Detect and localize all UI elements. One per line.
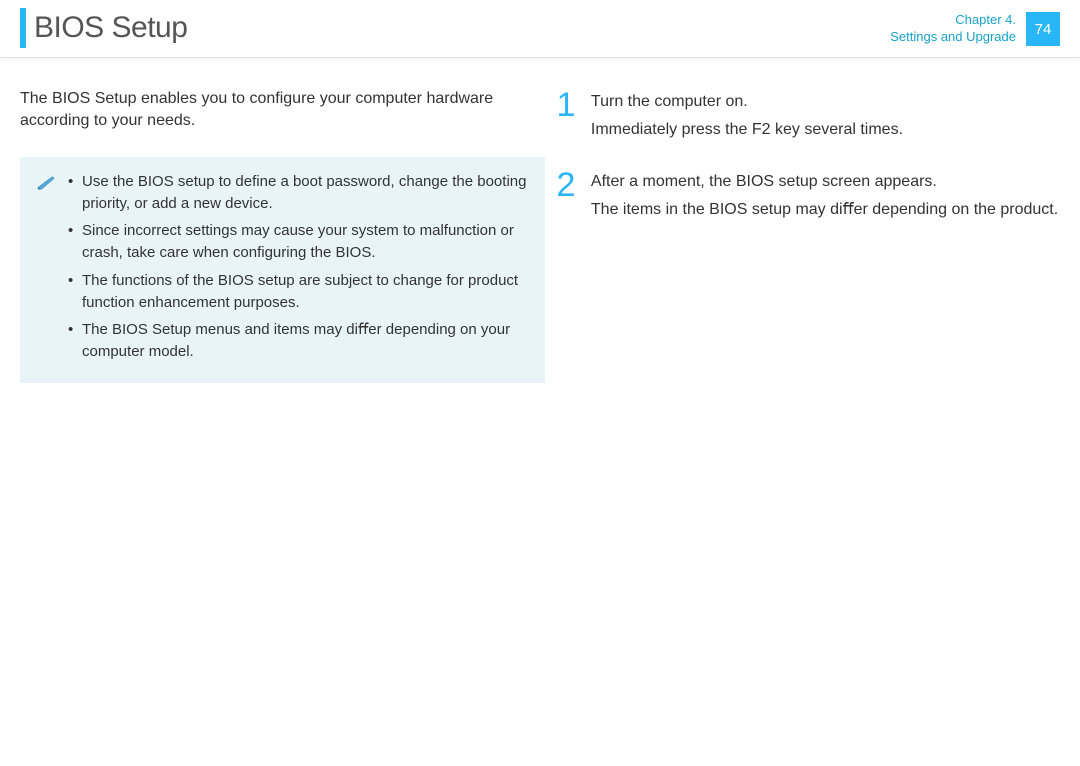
title-accent-bar <box>20 8 26 48</box>
left-column: The BIOS Setup enables you to conﬁgure y… <box>20 88 545 383</box>
right-column: 1 Turn the computer on. Immediately pres… <box>555 88 1060 383</box>
note-item: The BIOS Setup menus and items may diﬀer… <box>68 319 533 363</box>
chapter-line2: Settings and Upgrade <box>890 29 1016 46</box>
step-number: 1 <box>555 88 577 146</box>
header-right: Chapter 4. Settings and Upgrade 74 <box>890 12 1060 46</box>
chapter-info: Chapter 4. Settings and Upgrade <box>890 12 1016 46</box>
step-line: Turn the computer on. <box>591 90 903 114</box>
step-text: After a moment, the BIOS setup screen ap… <box>591 168 1058 226</box>
page-header: BIOS Setup Chapter 4. Settings and Upgra… <box>0 0 1080 58</box>
content-area: The BIOS Setup enables you to conﬁgure y… <box>0 58 1080 403</box>
intro-text: The BIOS Setup enables you to conﬁgure y… <box>20 88 545 133</box>
step-2: 2 After a moment, the BIOS setup screen … <box>555 168 1060 226</box>
step-text: Turn the computer on. Immediately press … <box>591 88 903 146</box>
title-bar: BIOS Setup <box>20 8 187 48</box>
note-box: Use the BIOS setup to deﬁne a boot passw… <box>20 157 545 383</box>
step-number: 2 <box>555 168 577 226</box>
note-item: The functions of the BIOS setup are subj… <box>68 270 533 314</box>
note-icon <box>36 173 58 191</box>
note-item: Since incorrect settings may cause your … <box>68 220 533 264</box>
step-line: The items in the BIOS setup may diﬀer de… <box>591 198 1058 222</box>
page-title: BIOS Setup <box>34 11 187 45</box>
note-list: Use the BIOS setup to deﬁne a boot passw… <box>68 171 533 369</box>
step-1: 1 Turn the computer on. Immediately pres… <box>555 88 1060 146</box>
step-line: Immediately press the F2 key several tim… <box>591 118 903 142</box>
page-number-badge: 74 <box>1026 12 1060 46</box>
note-item: Use the BIOS setup to deﬁne a boot passw… <box>68 171 533 215</box>
step-line: After a moment, the BIOS setup screen ap… <box>591 170 1058 194</box>
chapter-line1: Chapter 4. <box>890 12 1016 29</box>
